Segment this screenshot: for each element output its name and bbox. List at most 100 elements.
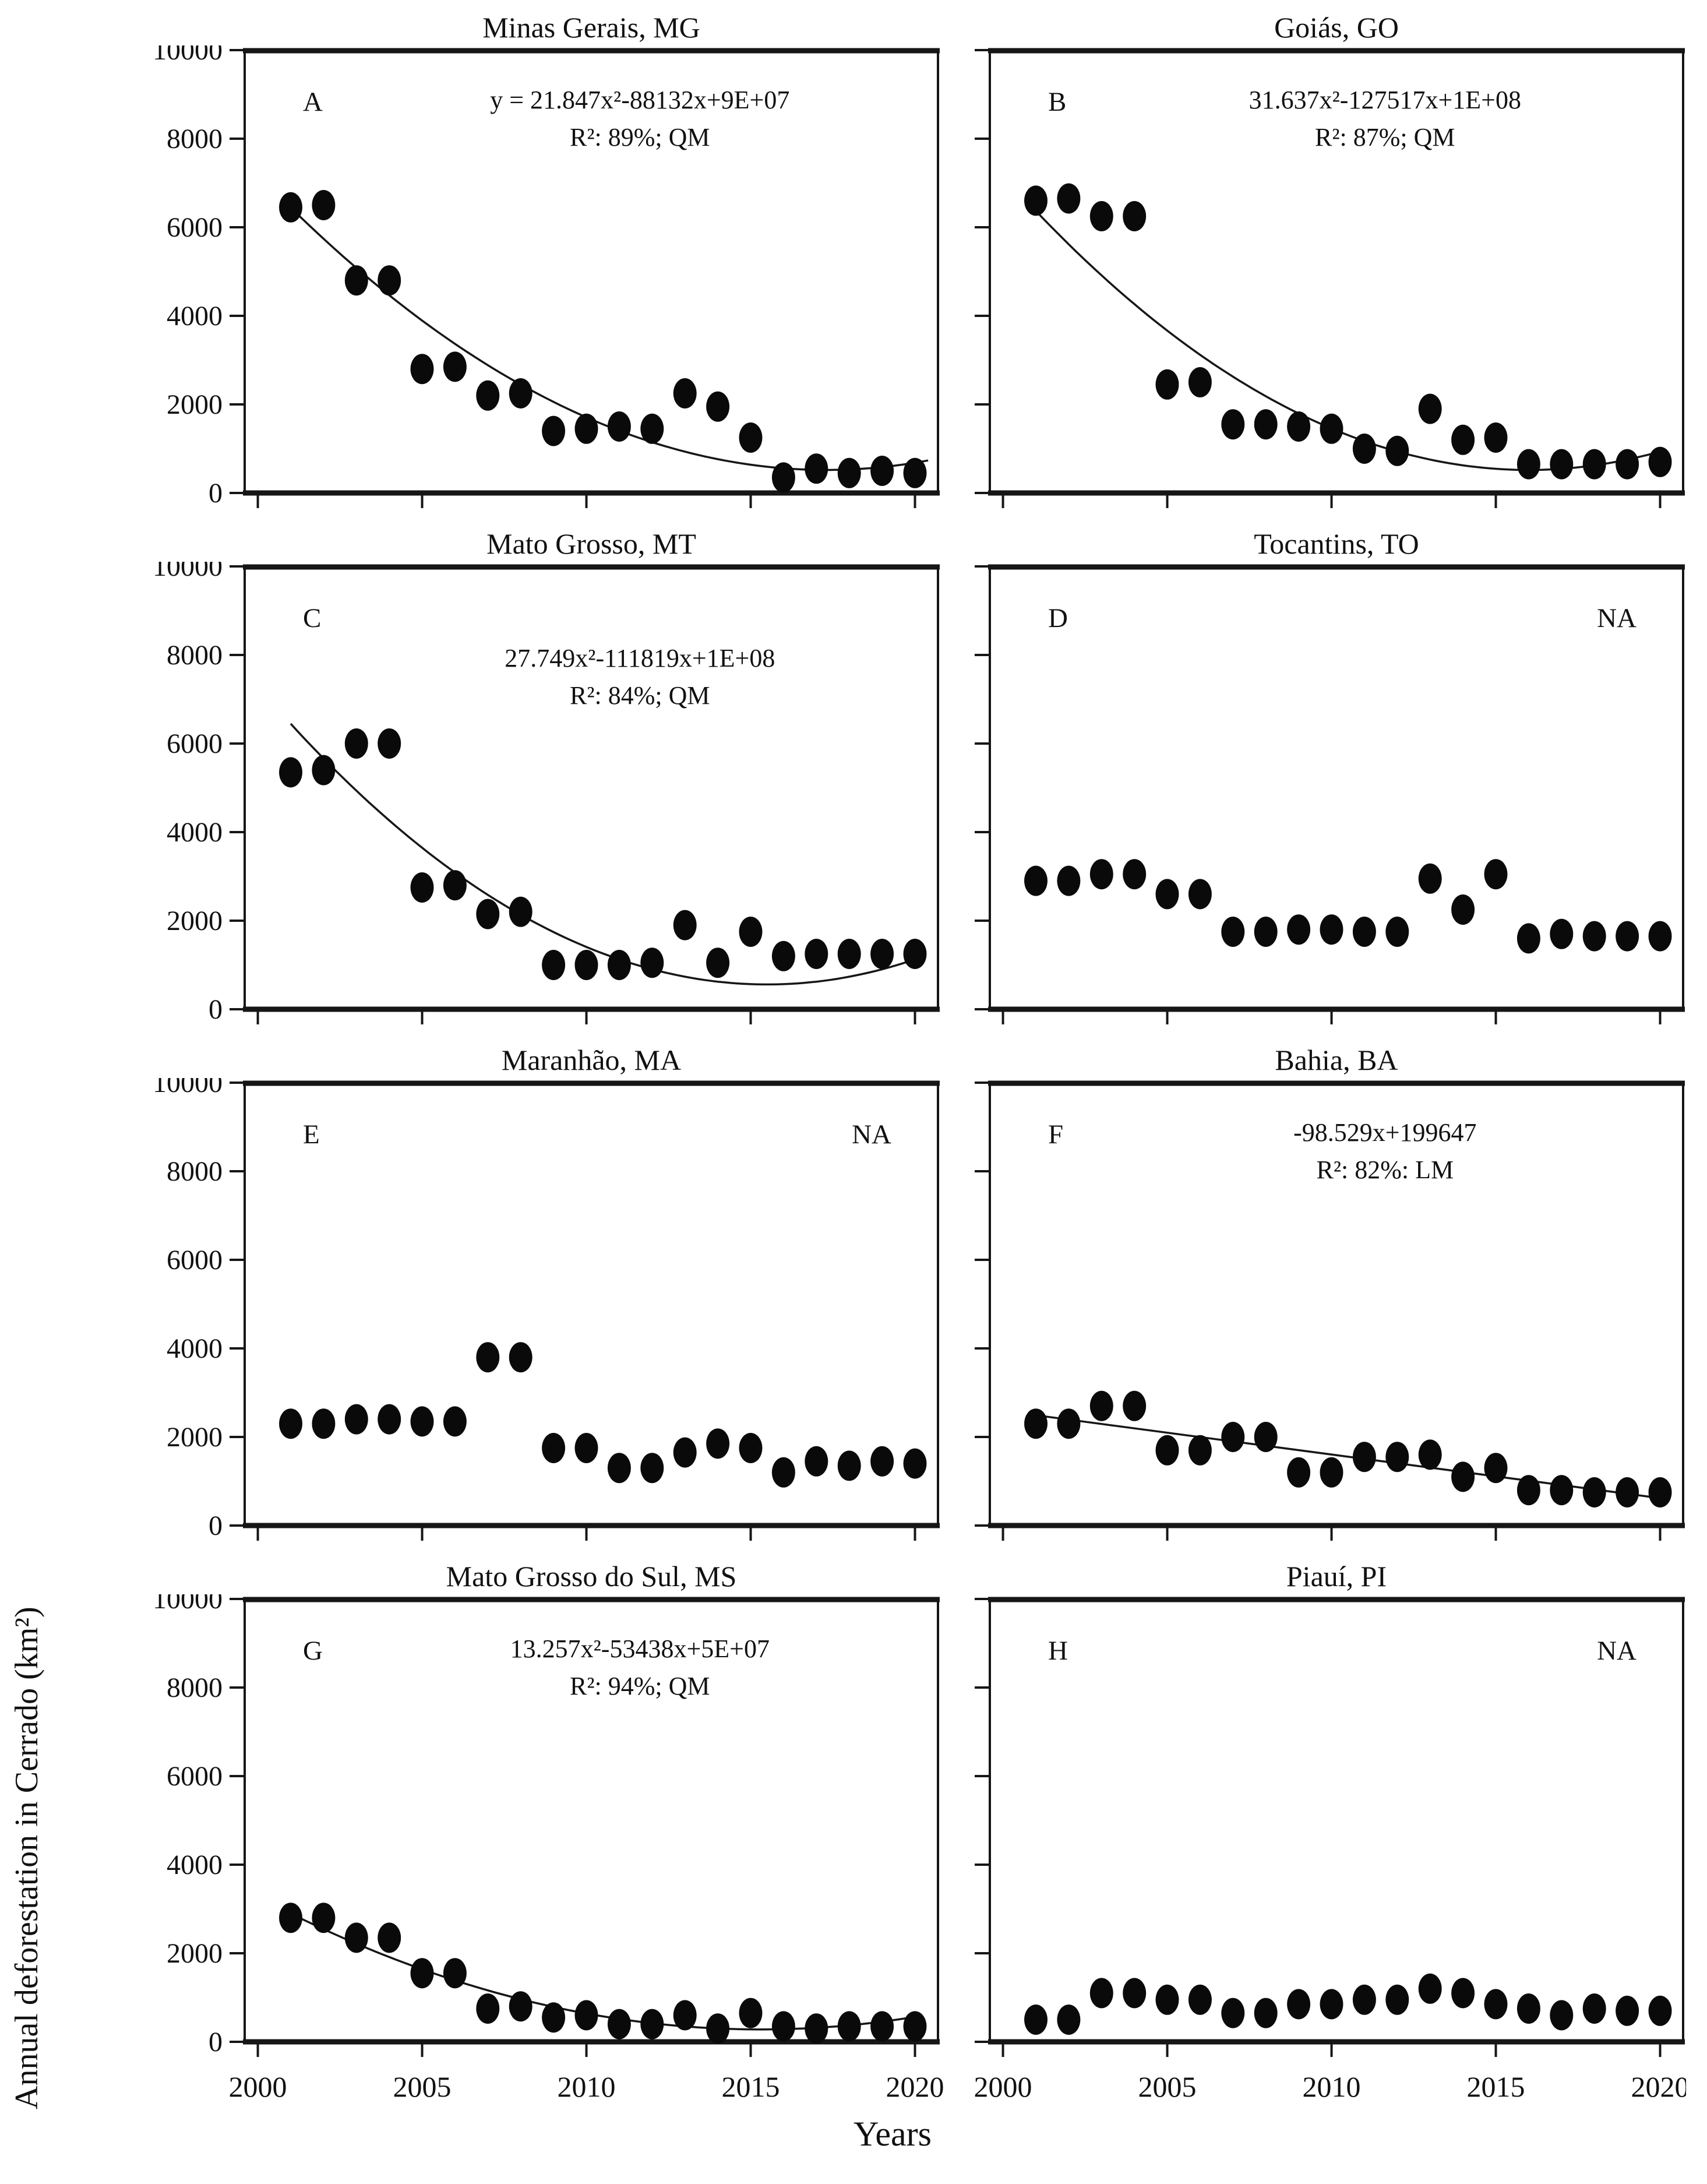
- data-points: [279, 1342, 927, 1488]
- y-tick-label: 4000: [167, 1850, 223, 1880]
- x-tick-label: 2020: [1631, 2070, 1686, 2103]
- x-tick-label: 2015: [722, 2070, 780, 2103]
- plot-box: [989, 1598, 1684, 2043]
- na-label: NA: [1597, 1636, 1637, 1666]
- axis-ticks: 0 2000 4000 6000 8000 10000: [153, 45, 916, 509]
- y-tick-label: 6000: [167, 1245, 223, 1276]
- axis-ticks: 0 2000 4000 6000 8000 10000: [153, 1078, 916, 1541]
- x-tick-label: 2000: [229, 2070, 287, 2103]
- y-tick-label: 4000: [167, 817, 223, 848]
- panel-letter: F: [1048, 1119, 1063, 1150]
- trendline: [290, 723, 916, 986]
- x-tick-label: 2010: [1303, 2070, 1361, 2103]
- panel-title: Bahia, BA: [1275, 1044, 1398, 1076]
- panel-title: Maranhão, MA: [501, 1044, 682, 1076]
- panel-title: Piauí, PI: [1286, 1560, 1387, 1593]
- panel-H: Piauí, PI 2000 2005 2010 2015 2020 H NA: [958, 1558, 1686, 2119]
- panel-letter: E: [303, 1119, 320, 1150]
- y-tick-label: 10000: [153, 562, 223, 582]
- panel-title: Mato Grosso, MT: [486, 527, 696, 560]
- panel-F: Bahia, BA F -98.529x+199647 R²: 82%: LM: [958, 1042, 1686, 1551]
- panel-A-plot: 0 2000 4000 6000 8000 10000 A y = 21.847x²-8813…: [153, 45, 940, 509]
- plot-box: [244, 565, 939, 1010]
- panel-C-plot: 0 2000 4000 6000 8000 10000 C 27.749x²-111819x+…: [153, 562, 940, 1025]
- y-tick-label: 8000: [167, 1672, 223, 1703]
- panel-B-plot: B 31.637x²-127517x+1E+08 R²: 87%; QM: [975, 48, 1685, 508]
- y-tick-label: 2000: [167, 1938, 223, 1969]
- panel-D-plot: D NA: [975, 564, 1685, 1024]
- y-tick-label: 0: [209, 994, 223, 1025]
- panel-C: Mato Grosso, MT 0 2000 4000 6000 8000 10000 C 2…: [99, 526, 944, 1035]
- panel-letter: C: [303, 603, 321, 633]
- data-points: [279, 728, 927, 980]
- y-tick-label: 8000: [167, 640, 223, 671]
- data-points: [1024, 1973, 1672, 2035]
- panel-title: Goiás, GO: [1274, 11, 1399, 44]
- panel-F-plot: F -98.529x+199647 R²: 82%: LM: [975, 1080, 1685, 1541]
- r-squared-label: R²: 84%; QM: [570, 681, 710, 710]
- panel-G: Mato Grosso do Sul, MS 0 2000 4000 6000 8000…: [99, 1558, 944, 2119]
- panel-E-plot: 0 2000 4000 6000 8000 10000 E NA: [153, 1078, 940, 1541]
- y-tick-label: 6000: [167, 212, 223, 243]
- panel-D: Tocantins, TO D NA: [958, 526, 1686, 1035]
- plot-box: [244, 1598, 939, 2043]
- panel-H-plot: 2000 2005 2010 2015 2020 H NA: [974, 1597, 1686, 2103]
- x-tick-label: 2015: [1467, 2070, 1525, 2103]
- regression-equation: 31.637x²-127517x+1E+08: [1249, 86, 1521, 114]
- x-tick-label: 2005: [393, 2070, 452, 2103]
- panels-grid: Minas Gerais, MG 0 2000 4000 6000 8000 10000 A…: [99, 9, 1686, 2119]
- axis-ticks: [975, 49, 1662, 508]
- data-points: [1024, 1390, 1672, 1507]
- x-tick-label: 2005: [1138, 2070, 1197, 2103]
- panel-letter: B: [1048, 87, 1066, 117]
- x-tick-label: 2010: [558, 2070, 616, 2103]
- x-tick-label: 2020: [886, 2070, 944, 2103]
- plot-box: [989, 1082, 1684, 1527]
- y-tick-label: 4000: [167, 1333, 223, 1364]
- panel-title: Minas Gerais, MG: [482, 11, 700, 44]
- y-tick-label: 10000: [153, 1594, 223, 1615]
- axis-ticks: [975, 565, 1662, 1024]
- panel-letter: G: [303, 1636, 323, 1666]
- r-squared-label: R²: 82%: LM: [1316, 1156, 1454, 1184]
- y-axis-label: Annual deforestation in Cerrado (km²): [9, 1607, 45, 2109]
- data-points: [279, 1903, 927, 2044]
- r-squared-label: R²: 89%; QM: [570, 123, 710, 152]
- y-tick-label: 10000: [153, 1078, 223, 1098]
- panel-letter: H: [1048, 1636, 1068, 1666]
- y-tick-label: 6000: [167, 1761, 223, 1792]
- data-points: [1024, 859, 1672, 954]
- panel-A: Minas Gerais, MG 0 2000 4000 6000 8000 10000 A…: [99, 9, 944, 519]
- panel-letter: A: [303, 87, 323, 117]
- y-tick-label: 2000: [167, 389, 223, 420]
- r-squared-label: R²: 94%; QM: [570, 1672, 710, 1700]
- x-axis-label: Years: [854, 2115, 932, 2153]
- x-tick-label: 2000: [974, 2070, 1032, 2103]
- panel-title: Tocantins, TO: [1254, 527, 1419, 560]
- y-tick-label: 2000: [167, 1422, 223, 1453]
- panel-B: Goiás, GO B 31.637x²-127517x+1E+08 R²: 87%…: [958, 9, 1686, 519]
- axis-ticks: 0 2000 4000 6000 8000 10000: [153, 562, 916, 1025]
- axis-ticks: 2000 2005 2010 2015 2020: [974, 1598, 1686, 2103]
- y-tick-label: 8000: [167, 124, 223, 154]
- na-label: NA: [1597, 603, 1637, 633]
- regression-equation: 13.257x²-53438x+5E+07: [510, 1635, 770, 1663]
- regression-equation: -98.529x+199647: [1293, 1118, 1476, 1147]
- regression-equation: 27.749x²-111819x+1E+08: [505, 644, 775, 672]
- y-tick-label: 4000: [167, 301, 223, 332]
- na-label: NA: [852, 1119, 891, 1150]
- y-tick-label: 6000: [167, 728, 223, 759]
- data-points: [1024, 183, 1672, 480]
- r-squared-label: R²: 87%; QM: [1315, 123, 1455, 152]
- y-tick-label: 10000: [153, 45, 223, 66]
- axis-ticks: [975, 1082, 1662, 1541]
- y-tick-label: 0: [209, 478, 223, 509]
- y-tick-label: 2000: [167, 906, 223, 936]
- panel-title: Mato Grosso do Sul, MS: [446, 1560, 737, 1593]
- data-points: [279, 190, 927, 493]
- y-tick-label: 0: [209, 2027, 223, 2058]
- regression-equation: y = 21.847x²-88132x+9E+07: [490, 86, 789, 114]
